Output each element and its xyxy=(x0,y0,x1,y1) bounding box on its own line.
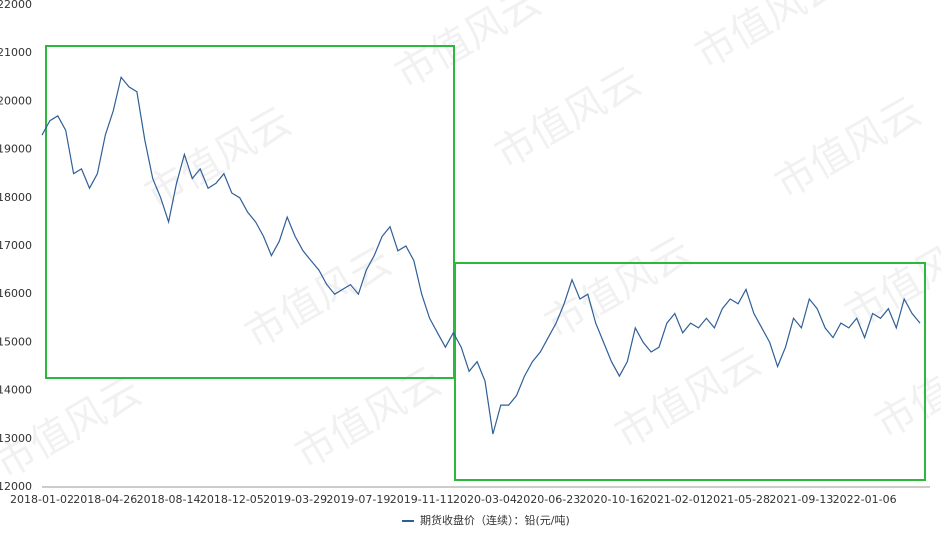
y-tick-label: 20000 xyxy=(0,94,32,107)
highlight-box xyxy=(45,45,455,379)
highlight-box xyxy=(454,262,926,481)
y-tick-label: 19000 xyxy=(0,143,32,156)
watermark: 市值风云 xyxy=(608,338,770,458)
legend-label: 期货收盘价（连续）：铅(元/吨) xyxy=(420,513,570,527)
y-tick-label: 12000 xyxy=(0,480,32,493)
y-tick-label: 13000 xyxy=(0,432,32,445)
watermark: 市值风云 xyxy=(688,0,850,78)
x-tick-label: 2019-11-11 xyxy=(390,493,454,506)
watermark: 市值风云 xyxy=(388,0,550,98)
y-tick-label: 17000 xyxy=(0,239,32,252)
x-tick-label: 2021-09-13 xyxy=(769,493,833,506)
x-tick-label: 2021-05-28 xyxy=(706,493,770,506)
y-tick-label: 21000 xyxy=(0,46,32,59)
x-tick-label: 2020-03-04 xyxy=(453,493,517,506)
x-tick-label: 2019-03-29 xyxy=(263,493,327,506)
watermark: 市值风云 xyxy=(868,328,941,448)
x-tick-label: 2020-10-16 xyxy=(580,493,644,506)
watermark: 市值风云 xyxy=(238,238,400,358)
x-tick-label: 2018-08-14 xyxy=(137,493,201,506)
x-tick-label: 2022-01-06 xyxy=(833,493,897,506)
watermark: 市值风云 xyxy=(488,58,650,178)
x-tick-label: 2018-12-05 xyxy=(200,493,264,506)
x-tick-label: 2018-04-26 xyxy=(73,493,137,506)
watermark: 市值风云 xyxy=(768,88,930,208)
y-tick-label: 14000 xyxy=(0,384,32,397)
x-tick-label: 2019-07-19 xyxy=(326,493,390,506)
y-tick-label: 16000 xyxy=(0,287,32,300)
y-tick-label: 18000 xyxy=(0,191,32,204)
x-tick-label: 2020-06-23 xyxy=(516,493,580,506)
watermark: 市值风云 xyxy=(288,358,450,478)
line-series xyxy=(41,75,921,435)
watermark: 市值风云 xyxy=(538,228,700,348)
x-tick-label: 2021-02-01 xyxy=(643,493,707,506)
y-tick-label: 22000 xyxy=(0,0,32,11)
y-tick-label: 15000 xyxy=(0,335,32,348)
x-tick-label: 2018-01-02 xyxy=(10,493,74,506)
